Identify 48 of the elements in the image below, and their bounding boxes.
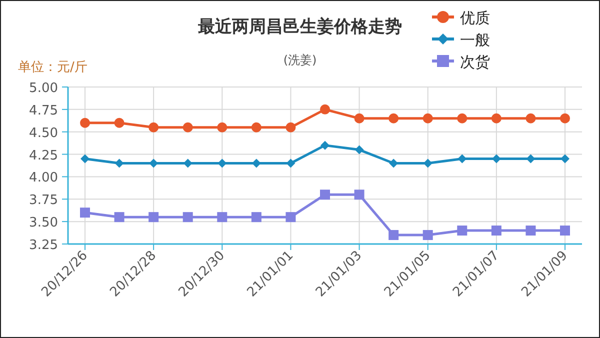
point — [354, 113, 364, 124]
point — [114, 118, 124, 128]
point — [148, 122, 159, 132]
point — [354, 190, 364, 200]
point — [320, 190, 330, 200]
point — [560, 154, 570, 164]
point — [217, 212, 228, 222]
point — [560, 226, 570, 236]
y-tick-label: 5.00 — [29, 81, 58, 96]
point — [560, 113, 570, 124]
y-tick-label: 4.75 — [29, 103, 58, 118]
chart-subtitle: (洗姜) — [283, 53, 317, 67]
point — [251, 212, 262, 222]
point — [320, 104, 330, 114]
y-tick-label: 4.25 — [29, 148, 58, 164]
point — [286, 122, 296, 132]
point — [526, 113, 536, 124]
y-tick-label: 3.25 — [29, 238, 58, 253]
legend-label: 一般 — [460, 31, 490, 49]
y-tick-label: 3.50 — [29, 216, 58, 231]
point — [526, 226, 536, 236]
point — [388, 113, 399, 124]
y-axis-title: 单位：元/斤 — [18, 60, 88, 75]
point — [182, 122, 193, 132]
point — [491, 226, 502, 236]
point — [148, 212, 159, 222]
point — [422, 230, 433, 240]
point — [217, 122, 228, 132]
point — [457, 113, 468, 124]
point — [80, 208, 90, 218]
point — [320, 140, 330, 150]
point — [80, 118, 90, 128]
point — [422, 113, 433, 124]
point — [354, 145, 364, 154]
point — [286, 212, 296, 222]
point — [491, 113, 502, 124]
point — [114, 212, 124, 222]
y-tick-label: 4.00 — [29, 170, 58, 186]
point — [388, 230, 399, 240]
legend-label: 次货 — [460, 53, 490, 71]
legend-label: 优质 — [460, 9, 490, 27]
y-tick-label: 3.75 — [29, 193, 58, 208]
y-tick-label: 4.50 — [29, 126, 58, 141]
point — [80, 154, 90, 164]
point — [251, 122, 262, 132]
point — [182, 212, 193, 222]
chart-title: 最近两周昌邑生姜价格走势 — [197, 16, 402, 37]
point — [457, 226, 468, 236]
